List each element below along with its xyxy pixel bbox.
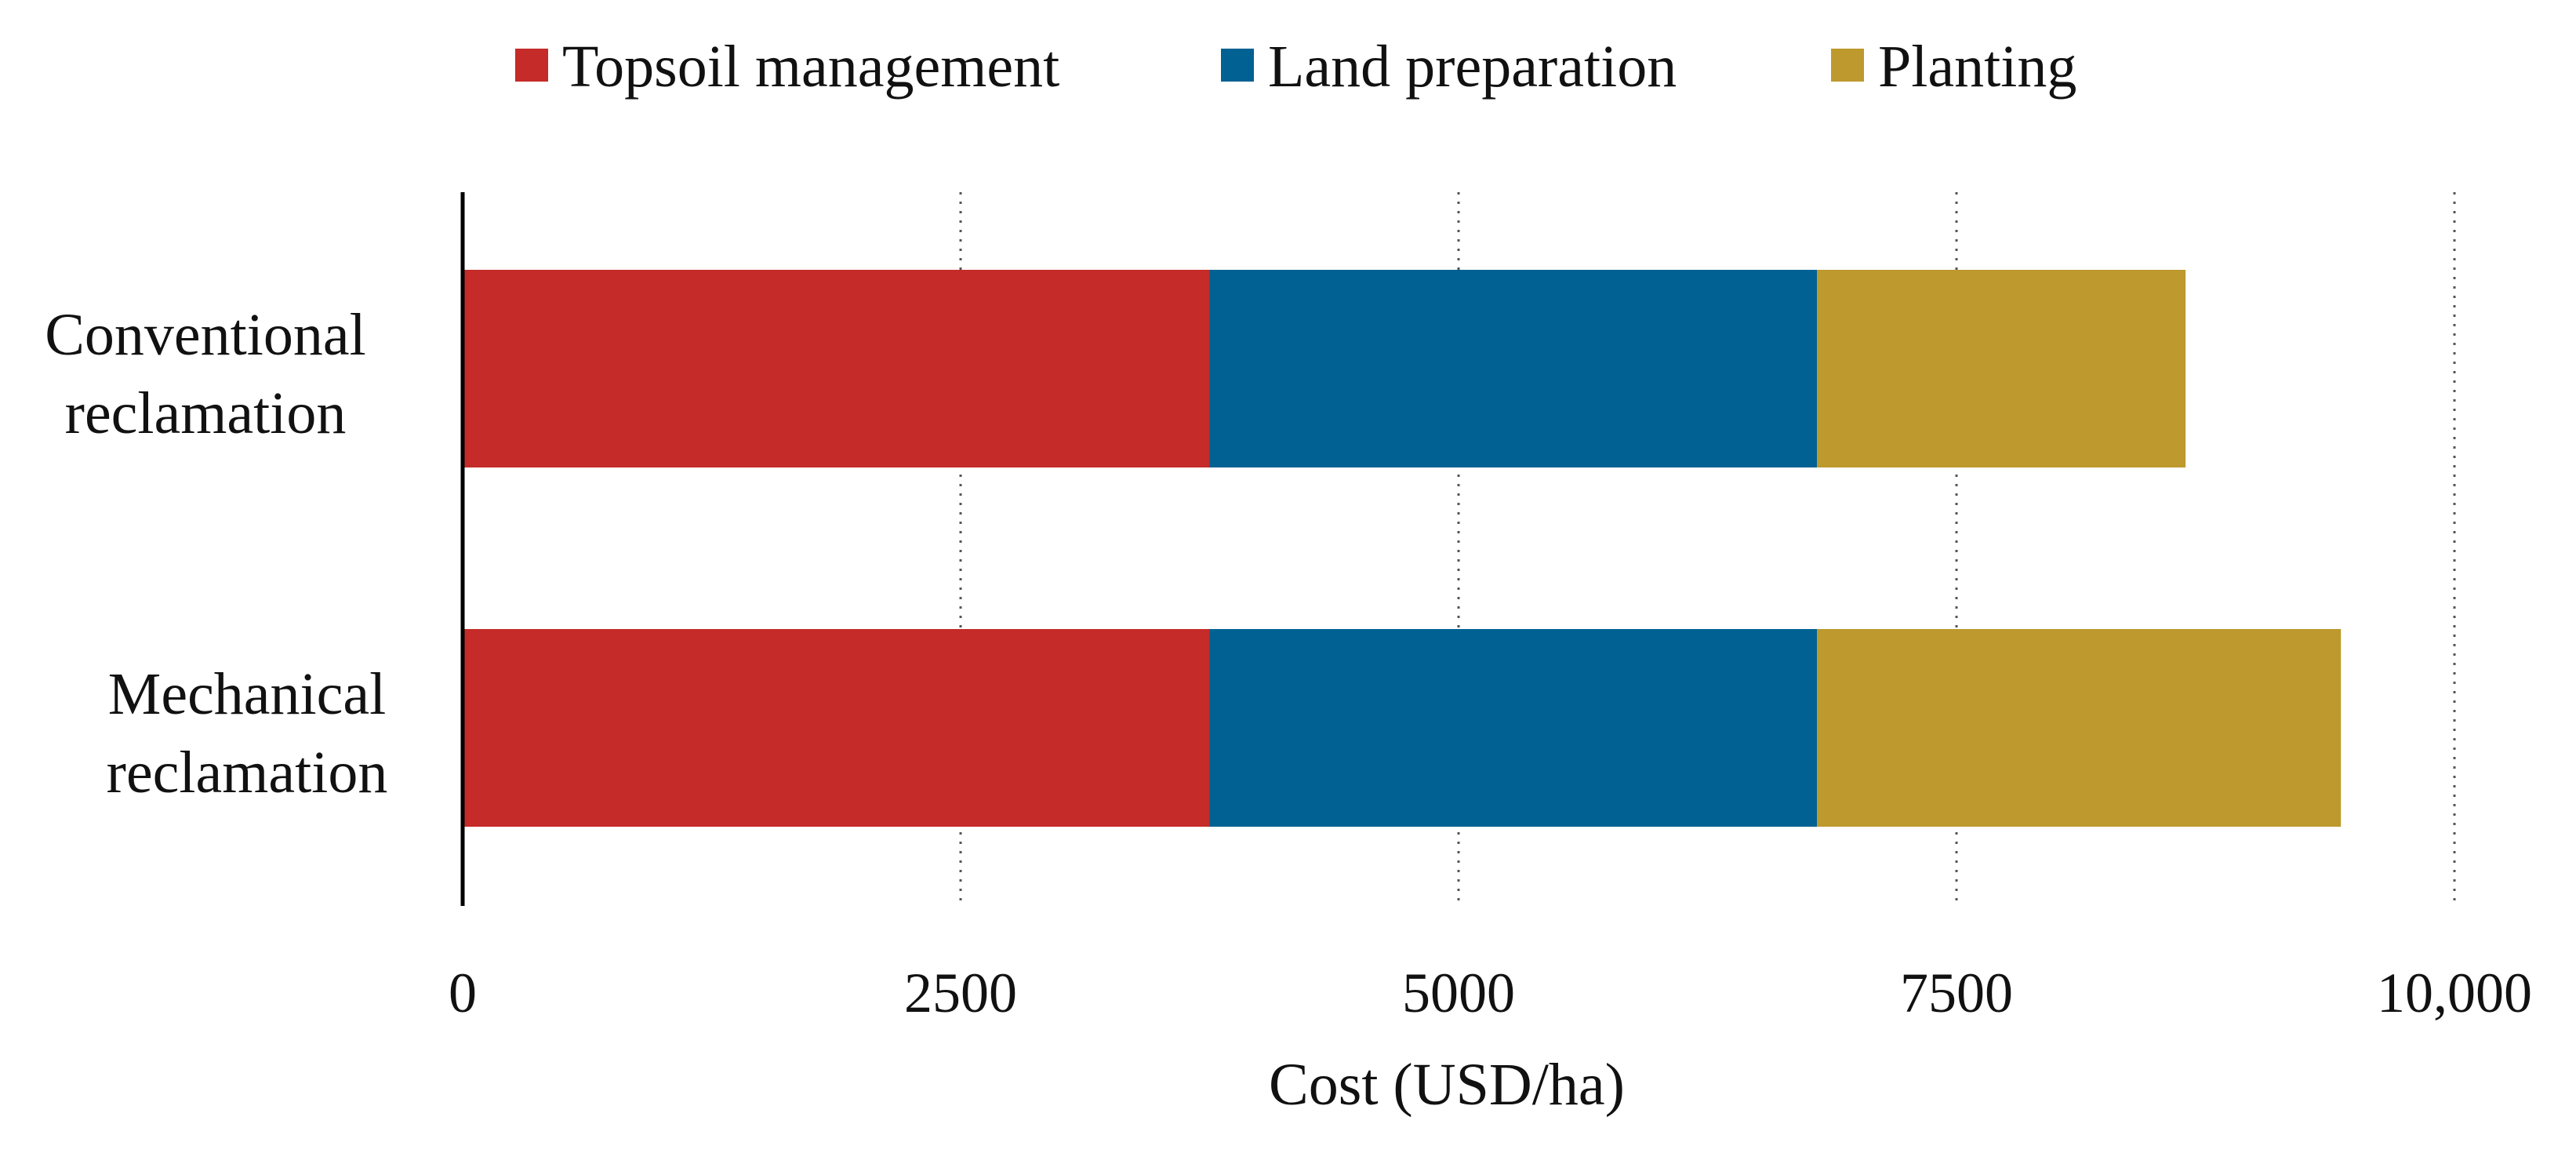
x-tick-label-5000: 5000 [1402, 962, 1515, 1024]
x-tick-label-0: 0 [449, 962, 477, 1024]
category-label-2-line-1: Mechanical [108, 661, 386, 727]
category-label-2-line-2: reclamation [107, 740, 388, 806]
bar-mechanical-reclamation-planting [1817, 629, 2342, 827]
category-labels: Conventional reclamation Mechanical reclama… [45, 302, 387, 806]
bar-mechanical-reclamation-topsoil-management [463, 629, 1210, 827]
bars [463, 270, 2342, 827]
x-tick-label-7500: 7500 [1900, 962, 2013, 1024]
legend-swatch-topsoil-management [515, 49, 548, 82]
legend-label-planting: Planting [1878, 34, 2076, 100]
legend-swatch-planting [1831, 49, 1864, 82]
legend-label-land-preparation: Land preparation [1268, 34, 1677, 100]
x-tick-labels: 0 2500 5000 7500 10,000 [449, 962, 2532, 1024]
x-tick-label-10000: 10,000 [2377, 962, 2532, 1024]
bar-conventional-reclamation-topsoil-management [463, 270, 1210, 467]
x-tick-label-2500: 2500 [904, 962, 1017, 1024]
bar-mechanical-reclamation-land-preparation [1209, 629, 1818, 827]
legend-label-topsoil-management: Topsoil management [562, 34, 1059, 100]
x-axis-title: Cost (USD/ha) [1269, 1052, 1625, 1118]
bar-conventional-reclamation-land-preparation [1209, 270, 1818, 467]
legend: Topsoil management Land preparation Planti… [515, 34, 2076, 100]
category-label-1-line-2: reclamation [65, 380, 347, 446]
bar-conventional-reclamation-planting [1817, 270, 2186, 467]
category-label-1-line-1: Conventional [45, 302, 366, 368]
legend-swatch-land-preparation [1221, 49, 1254, 82]
